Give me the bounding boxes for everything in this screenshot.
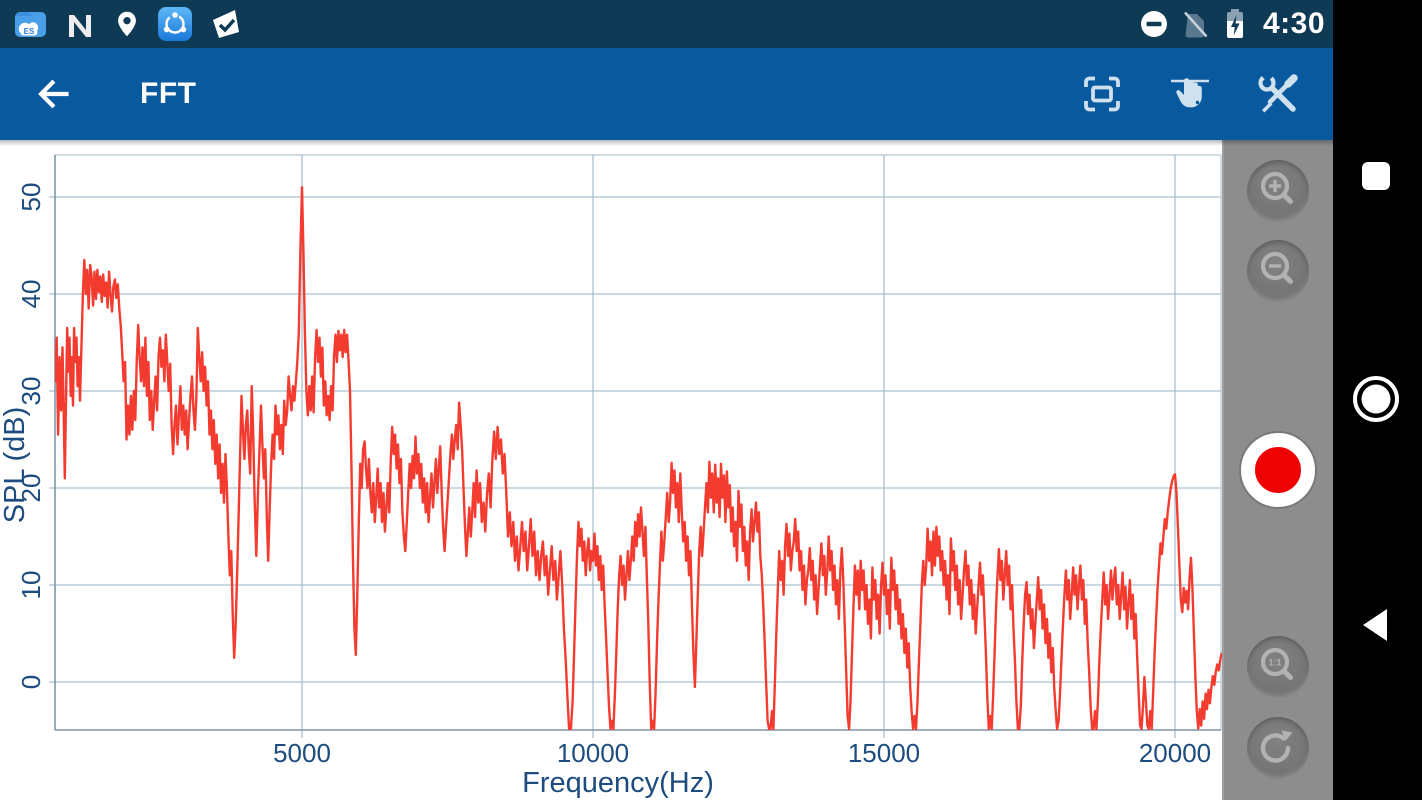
y-tick: 50 <box>16 183 46 212</box>
chart-area: 0 10 20 30 40 50 5000 10000 15000 20000 … <box>0 140 1222 800</box>
x-tick-labels: 5000 10000 15000 20000 <box>273 738 1211 768</box>
do-not-disturb-icon <box>1140 11 1167 37</box>
battery-charging-icon <box>1226 9 1243 38</box>
tools-icon[interactable] <box>1255 71 1301 117</box>
app-bar: FFT <box>0 48 1333 140</box>
y-tick: 10 <box>16 571 46 600</box>
tasks-check-icon <box>213 10 239 38</box>
chart-tool-panel: 1:1 <box>1222 140 1333 800</box>
record-button[interactable] <box>1241 433 1315 507</box>
actual-size-button[interactable]: 1:1 <box>1247 636 1309 698</box>
y-tick: 20 <box>16 474 46 503</box>
system-status-icons: 4:30 <box>1139 0 1327 48</box>
y-tick: 0 <box>16 675 46 689</box>
back-button[interactable] <box>1357 605 1393 645</box>
shareit-icon <box>158 7 192 41</box>
spectrum-line <box>55 186 1222 730</box>
hand-pan-icon[interactable] <box>1167 71 1213 117</box>
zoom-in-button[interactable] <box>1247 160 1309 222</box>
recents-button[interactable] <box>1362 162 1390 190</box>
zoom-out-icon <box>1260 251 1293 284</box>
fft-spectrum-chart[interactable]: 0 10 20 30 40 50 5000 10000 15000 20000 … <box>0 140 1222 800</box>
y-tick: 40 <box>16 280 46 309</box>
refresh-icon <box>1260 730 1293 763</box>
gridlines <box>49 155 1221 738</box>
no-sim-icon <box>1183 11 1208 37</box>
home-button[interactable] <box>1352 375 1400 423</box>
back-triangle-icon <box>1363 609 1387 641</box>
page-title: FFT <box>140 77 197 110</box>
navigation-bar <box>1333 0 1422 800</box>
y-axis-title: SPL (dB) <box>0 407 31 524</box>
y-tick: 30 <box>16 377 46 406</box>
y-tick-labels: 0 10 20 30 40 50 <box>16 183 46 690</box>
zoom-out-button[interactable] <box>1247 240 1309 302</box>
status-bar: ES <box>0 0 1333 48</box>
x-tick: 10000 <box>557 738 629 768</box>
home-circle-icon <box>1353 376 1399 422</box>
back-arrow-icon[interactable] <box>30 72 76 116</box>
refresh-button[interactable] <box>1247 717 1309 779</box>
app-bar-actions <box>1079 48 1301 140</box>
clock: 4:30 <box>1262 7 1325 40</box>
axes <box>54 155 1221 731</box>
fit-screen-icon[interactable] <box>1079 71 1125 117</box>
notification-icons: ES <box>14 0 241 48</box>
android-n-icon <box>69 15 91 37</box>
x-tick: 15000 <box>848 738 920 768</box>
one-to-one-label: 1:1 <box>1268 658 1281 668</box>
home-circle-fill <box>1361 384 1391 414</box>
recents-square-icon <box>1362 162 1390 190</box>
plot-border <box>55 154 1222 730</box>
es-badge: ES <box>24 27 35 36</box>
x-tick: 20000 <box>1139 738 1211 768</box>
es-file-explorer-icon: ES <box>15 12 46 37</box>
location-icon <box>118 11 136 37</box>
x-tick: 5000 <box>273 738 331 768</box>
zoom-in-icon <box>1260 171 1293 204</box>
one-to-one-zoom-icon: 1:1 <box>1260 647 1293 680</box>
x-axis-title: Frequency(Hz) <box>522 767 714 799</box>
